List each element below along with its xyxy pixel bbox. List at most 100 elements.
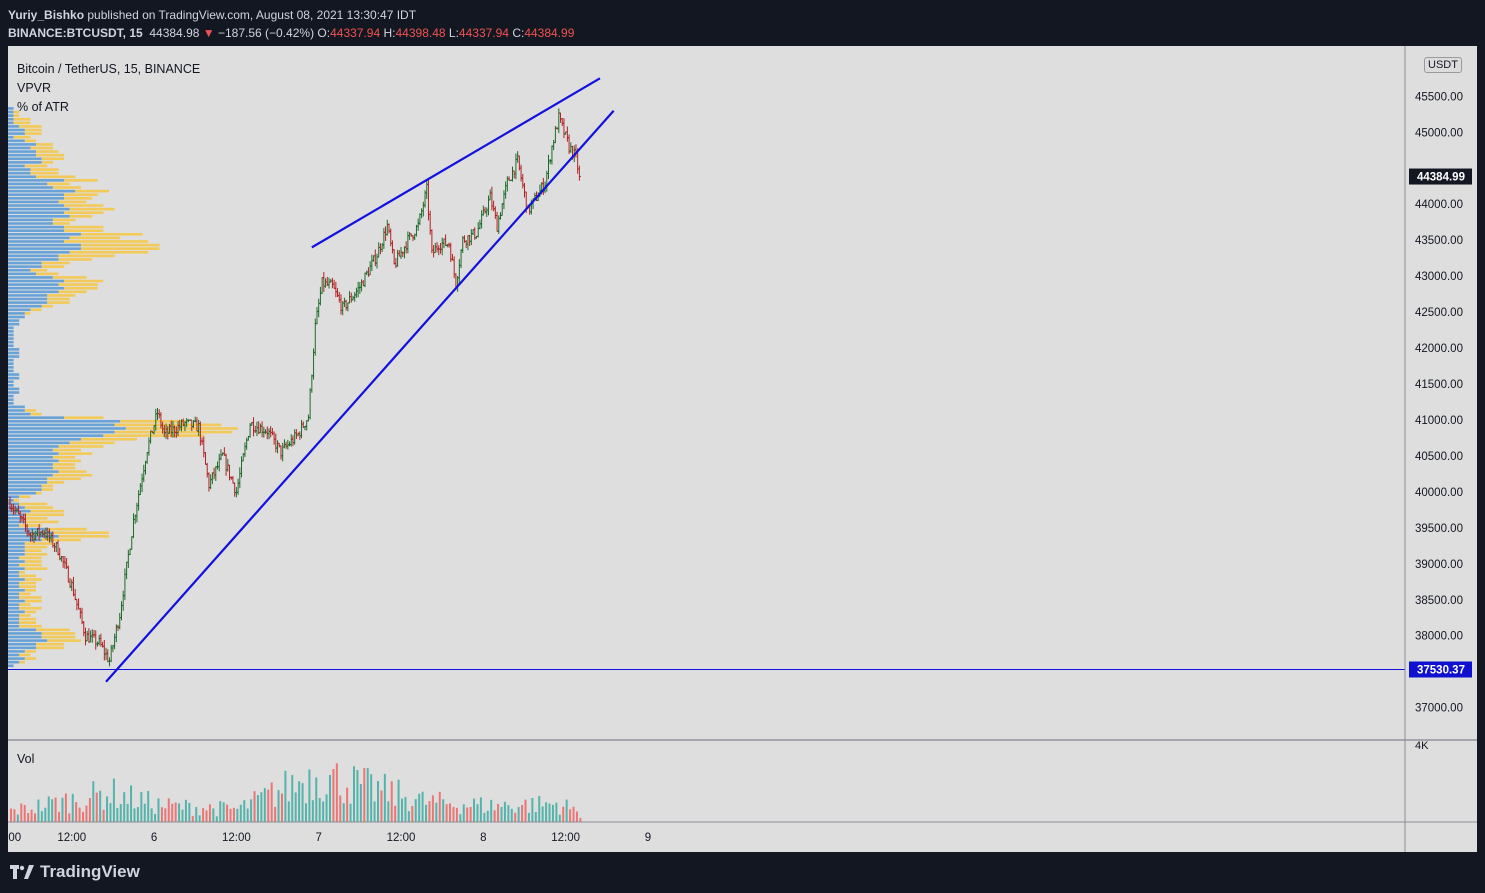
vpvr-up-bar [8,517,25,520]
vpvr-up-bar [8,495,20,499]
volume-bar [373,801,376,822]
volume-bar [366,767,369,822]
author-name[interactable]: Yuriy_Bishko [8,8,85,22]
vpvr-up-bar [8,114,14,117]
volume-bar [342,803,345,822]
trendlines[interactable] [8,77,1405,683]
volume-bar [490,799,493,822]
price-chart[interactable]: 4K 37000.00 38000.00 38500.00 39000.00 39500.… [0,0,1485,852]
chart-legend: Bitcoin / TetherUS, 15, BINANCE VPVR % o… [17,60,200,117]
vpvr-up-bar [8,596,20,599]
time-axis-label: 8 [480,832,486,844]
vpvr-up-bar [8,455,53,459]
vpvr-down-bar [24,128,42,132]
volume-label[interactable]: Vol [17,752,35,766]
volume-bar [469,806,472,822]
vpvr-up-bar [8,563,20,567]
vpvr-down-bar [19,621,37,624]
vpvr-up-bar [8,344,14,348]
vpvr-up-bar [8,240,65,243]
time-axis-label: 12:00 [57,832,86,844]
vpvr-up-bar [8,657,25,660]
low-value: 44337.94 [458,26,509,40]
vpvr-down-bar [41,304,53,308]
vpvr-up-bar [8,452,59,455]
volume-bar [497,803,500,822]
volume-bar [229,808,232,822]
vpvr-up-bar [8,520,25,524]
vpvr-up-bar [8,376,20,380]
vpvr-down-bar [13,499,20,502]
volume-bar [157,798,160,822]
vpvr-up-bar [8,272,37,276]
currency-button[interactable]: USDT [1424,57,1462,73]
vpvr-up-bar [8,632,42,635]
vpvr-down-bar [24,578,42,581]
vpvr-down-bar [41,265,65,268]
volume-bar [85,805,88,822]
time-axis[interactable]: 3:00 12:00 6 12:00 7 12:00 8 12:00 9 [0,832,651,844]
volume-bar [99,790,102,822]
price-axis[interactable]: 4K 37000.00 38000.00 38500.00 39000.00 39500.… [1415,91,1463,752]
volume-bar [95,792,98,822]
volume-bar [174,802,177,822]
price-badges: 44384.99 37530.37 [1409,168,1472,678]
time-axis-label: 6 [151,832,157,844]
vpvr-up-bar [8,132,25,135]
volume-bar [44,807,47,822]
vpvr-down-bar [69,207,115,211]
trendline-lower [105,109,615,683]
vpvr-up-bar [8,574,20,578]
vpvr-up-bar [8,491,37,495]
last-price: 44384.98 [149,26,200,40]
vpvr-up-bar [8,312,25,315]
volume-bar [383,773,386,822]
vpvr-down-bar [41,157,65,161]
open-label: O: [317,26,331,40]
volume-bar [143,803,146,822]
vpvr-down-bar [30,509,65,513]
volume-bar [404,796,407,822]
level-badge-label: 37530.37 [1417,664,1465,676]
vpvr-up-bar [8,401,14,405]
volume-bar [178,803,181,822]
volume-bar [27,812,30,822]
volume-bar [534,812,537,822]
vpvr-down-bar [52,455,76,459]
volume-bar [246,808,249,822]
tradingview-logo[interactable]: TradingView [10,862,140,882]
down-arrow-icon: ▼ [202,26,215,40]
price-axis-label: 42500.00 [1415,307,1463,319]
volume-bar [318,798,321,822]
volume-bar [493,810,496,822]
vpvr-down-bar [19,603,31,606]
vpvr-up-bar [8,121,14,125]
vpvr-up-bar [8,179,65,182]
vpvr-down-bar [24,139,37,143]
volume-bar [150,808,153,822]
legend-title[interactable]: Bitcoin / TetherUS, 15, BINANCE [17,62,201,76]
vpvr-down-bar [24,409,37,412]
vpvr-up-bar [8,189,76,193]
volume-bar [219,801,222,822]
vpvr-up-bar [8,157,42,161]
vpvr-up-bar [8,164,25,168]
vpvr-down-bar [52,276,87,279]
legend-indicator-atr[interactable]: % of ATR [17,100,69,114]
vpvr-up-bar [8,351,20,355]
volume-bar [54,797,57,822]
volume-bar [202,808,205,822]
vpvr-up-bar [8,578,25,581]
vpvr-up-bar [8,646,37,650]
volume-bar [92,781,95,822]
volume-bar [184,799,187,822]
vpvr-down-bar [19,574,37,578]
vpvr-up-bar [8,261,42,265]
volume-bar [82,811,85,822]
volume-bar [308,769,311,822]
volume-bar [208,804,211,822]
volume-bar [198,815,201,822]
legend-indicator-vpvr[interactable]: VPVR [17,81,52,95]
vpvr-up-bar [8,308,31,312]
price-axis-label: 39000.00 [1415,559,1463,571]
